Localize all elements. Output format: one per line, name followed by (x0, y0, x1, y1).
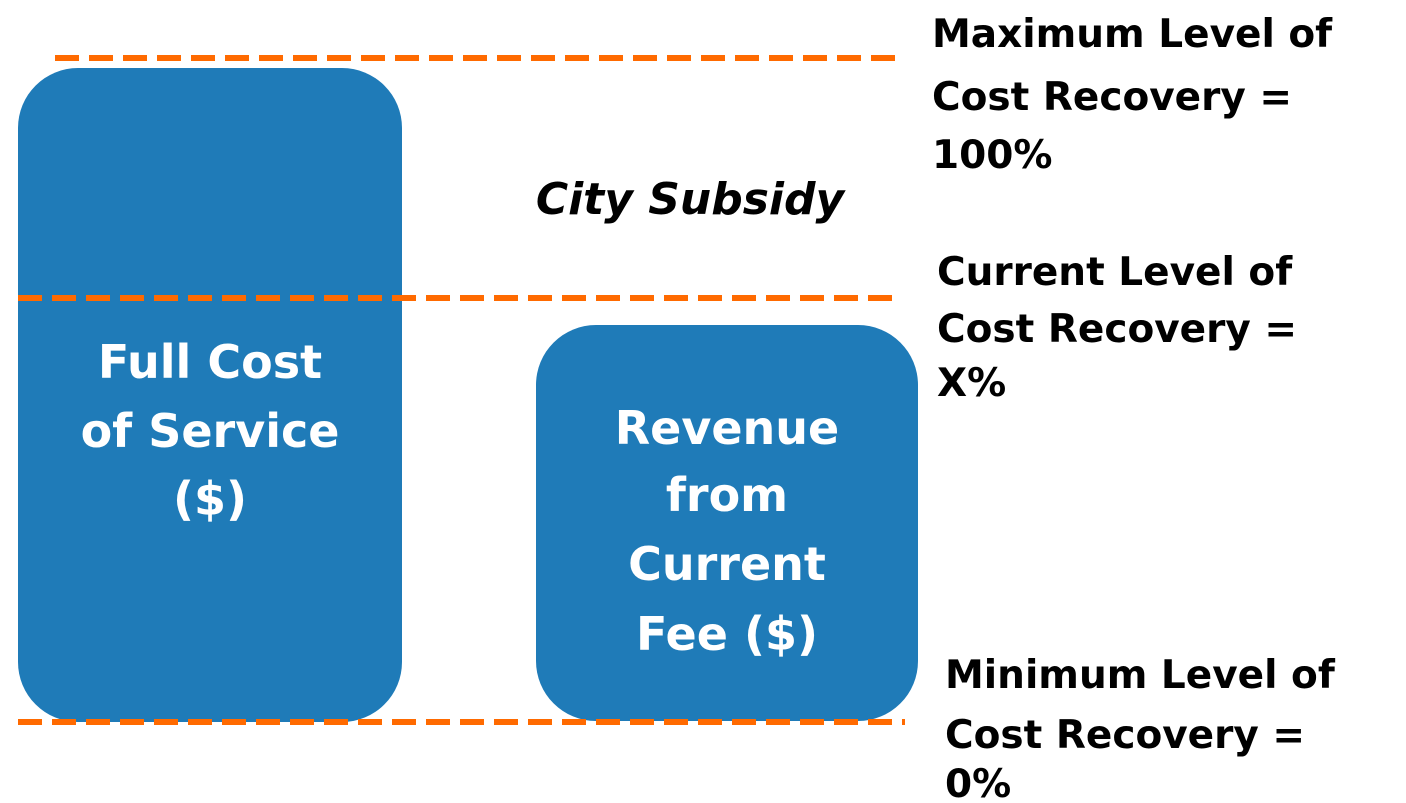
level-line: Cost Recovery = (945, 713, 1305, 758)
box-line: Full Cost (98, 335, 322, 389)
level-line: 0% (945, 762, 1011, 803)
level-line: Cost Recovery = (937, 307, 1297, 352)
box-line: Current (628, 537, 826, 591)
level-line: 100% (932, 133, 1053, 178)
level-line: Maximum Level of (932, 12, 1333, 57)
box-line: Fee ($) (636, 607, 818, 661)
revenue-box (536, 325, 918, 721)
box-line: ($) (173, 472, 247, 526)
box-line: Revenue (615, 401, 840, 455)
box-line: from (666, 468, 788, 522)
level-line: Minimum Level of (945, 653, 1336, 698)
subsidy-label: City Subsidy (536, 174, 847, 225)
level-line: X% (937, 361, 1006, 406)
full-cost-box (18, 68, 402, 722)
level-line: Current Level of (937, 250, 1293, 295)
level-line: Cost Recovery = (932, 75, 1292, 120)
box-line: of Service (81, 404, 340, 458)
